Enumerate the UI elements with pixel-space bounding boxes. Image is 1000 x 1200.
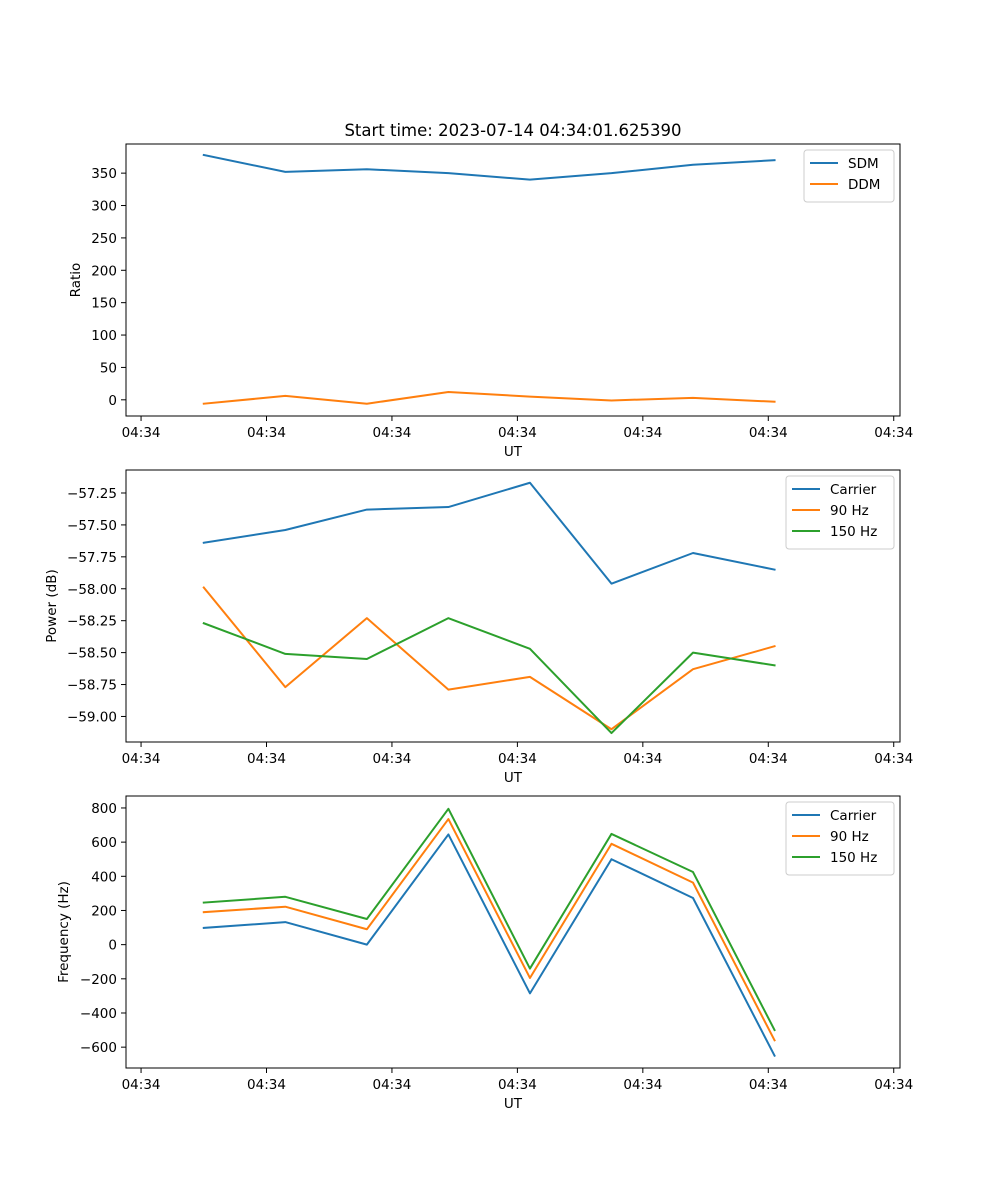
y-tick-label: 0 <box>108 938 117 954</box>
x-tick-label: 04:34 <box>874 425 913 441</box>
y-tick-label: 200 <box>91 903 117 919</box>
x-tick-label: 04:34 <box>874 751 913 767</box>
legend: Carrier 90 Hz 150 Hz <box>785 801 895 876</box>
x-tick-label: 04:34 <box>498 1077 537 1093</box>
y-tick-label: 400 <box>91 869 117 885</box>
x-tick-label: 04:34 <box>498 751 537 767</box>
y-tick-label: −57.50 <box>67 518 117 534</box>
y-tick-label: −58.50 <box>67 646 117 662</box>
y-tick-label: −600 <box>80 1040 117 1056</box>
series-line-90-hz <box>202 586 776 731</box>
x-tick-label: 04:34 <box>623 1077 662 1093</box>
series-group <box>202 153 776 405</box>
x-tick-label: 04:34 <box>749 425 788 441</box>
chart-panels: 04:3404:3404:3404:3404:3404:3404:3404:35… <box>44 143 1000 1112</box>
legend-label: 150 Hz <box>830 850 877 866</box>
x-tick-label: 04:34 <box>749 751 788 767</box>
plot-frame <box>125 143 901 417</box>
plot-frame <box>125 469 901 743</box>
series-line-90-hz <box>202 818 776 1042</box>
legend-label: DDM <box>848 177 880 193</box>
y-tick-label: 100 <box>91 328 117 344</box>
legend-label: SDM <box>848 156 879 172</box>
y-axis-label: Ratio <box>68 263 84 298</box>
x-tick-label: 04:34 <box>247 1077 286 1093</box>
chart-panel-3: 04:3404:3404:3404:3404:3404:3404:3404:35… <box>56 795 1000 1112</box>
y-tick-label: −200 <box>80 972 117 988</box>
y-tick-label: −57.25 <box>67 486 117 502</box>
chart-panel-2: 04:3404:3404:3404:3404:3404:3404:3404:35… <box>44 469 1000 786</box>
y-tick-label: 50 <box>100 360 117 376</box>
y-tick-label: 150 <box>91 296 117 312</box>
x-axis-label: UT <box>504 444 523 460</box>
y-tick-label: 300 <box>91 199 117 215</box>
legend-label: 90 Hz <box>830 829 869 845</box>
y-axis-label: Frequency (Hz) <box>56 881 72 983</box>
x-tick-label: 04:34 <box>122 425 161 441</box>
y-tick-label: −59.00 <box>67 709 117 725</box>
x-tick-label: 04:34 <box>372 1077 411 1093</box>
y-tick-label: −58.25 <box>67 614 117 630</box>
series-line-carrier <box>202 481 776 585</box>
y-tick-label: 600 <box>91 835 117 851</box>
y-tick-label: −58.75 <box>67 678 117 694</box>
series-group <box>202 807 776 1058</box>
figure-title: Start time: 2023-07-14 04:34:01.625390 <box>344 121 681 140</box>
y-axis-label: Power (dB) <box>44 569 60 642</box>
x-tick-label: 04:34 <box>247 425 286 441</box>
y-tick-label: 800 <box>91 801 117 817</box>
x-tick-label: 04:34 <box>372 425 411 441</box>
y-tick-label: −57.75 <box>67 550 117 566</box>
y-tick-label: −400 <box>80 1006 117 1022</box>
x-tick-label: 04:34 <box>749 1077 788 1093</box>
x-tick-label: 04:34 <box>372 751 411 767</box>
legend: SDM DDM <box>803 149 895 203</box>
legend-label: Carrier <box>830 808 877 824</box>
x-tick-label: 04:34 <box>122 751 161 767</box>
legend-label: Carrier <box>830 482 877 498</box>
series-line-ddm <box>202 391 776 405</box>
x-tick-label: 04:34 <box>623 425 662 441</box>
plot-frame <box>125 795 901 1069</box>
x-tick-label: 04:34 <box>122 1077 161 1093</box>
legend-label: 150 Hz <box>830 524 877 540</box>
x-tick-label: 04:34 <box>874 1077 913 1093</box>
x-tick-label: 04:34 <box>498 425 537 441</box>
series-line-sdm <box>202 153 776 181</box>
x-tick-label: 04:34 <box>623 751 662 767</box>
y-tick-label: −58.00 <box>67 582 117 598</box>
y-tick-label: 200 <box>91 263 117 279</box>
y-tick-label: 350 <box>91 166 117 182</box>
chart-panel-1: 04:3404:3404:3404:3404:3404:3404:3404:35… <box>68 143 1000 460</box>
x-axis-label: UT <box>504 770 523 786</box>
legend-label: 90 Hz <box>830 503 869 519</box>
series-line-150-hz <box>202 807 776 1032</box>
y-tick-label: 250 <box>91 231 117 247</box>
x-axis-label: UT <box>504 1096 523 1112</box>
x-tick-label: 04:34 <box>247 751 286 767</box>
legend: Carrier 90 Hz 150 Hz <box>785 475 895 550</box>
y-tick-label: 0 <box>108 393 117 409</box>
series-line-carrier <box>202 833 776 1058</box>
series-group <box>202 481 776 735</box>
series-line-150-hz <box>202 617 776 735</box>
